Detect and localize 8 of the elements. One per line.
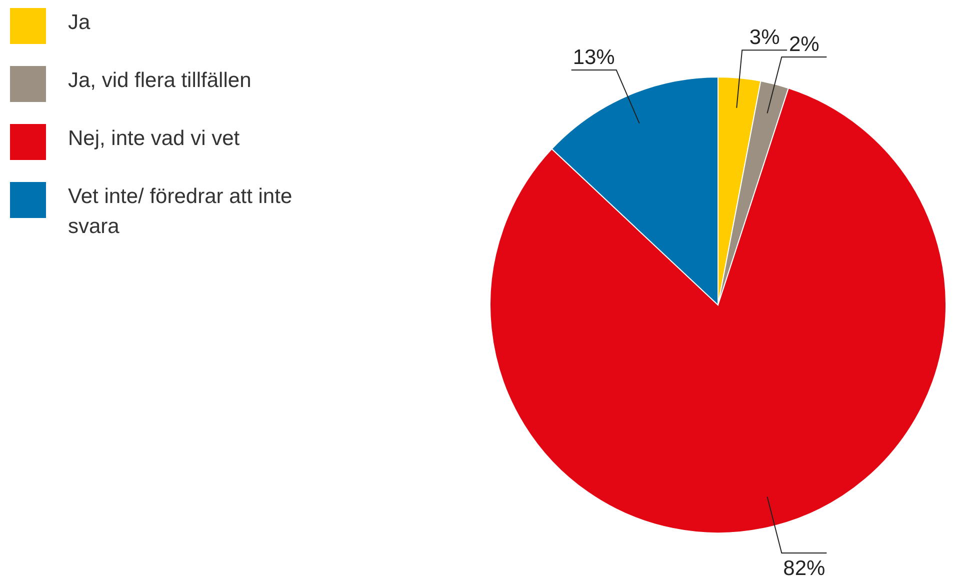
legend-label: Ja, vid flera tillfällen	[68, 68, 252, 94]
data-label: 82%	[783, 556, 826, 577]
data-label: 2%	[788, 33, 820, 56]
data-label: 3%	[749, 26, 780, 50]
data-label: 13%	[572, 46, 615, 70]
legend-label: Nej, inte vad vi vet	[68, 126, 241, 152]
legend-label: Vet inte/ föredrar att inte svara	[68, 184, 294, 240]
legend-label: Ja	[68, 10, 92, 36]
